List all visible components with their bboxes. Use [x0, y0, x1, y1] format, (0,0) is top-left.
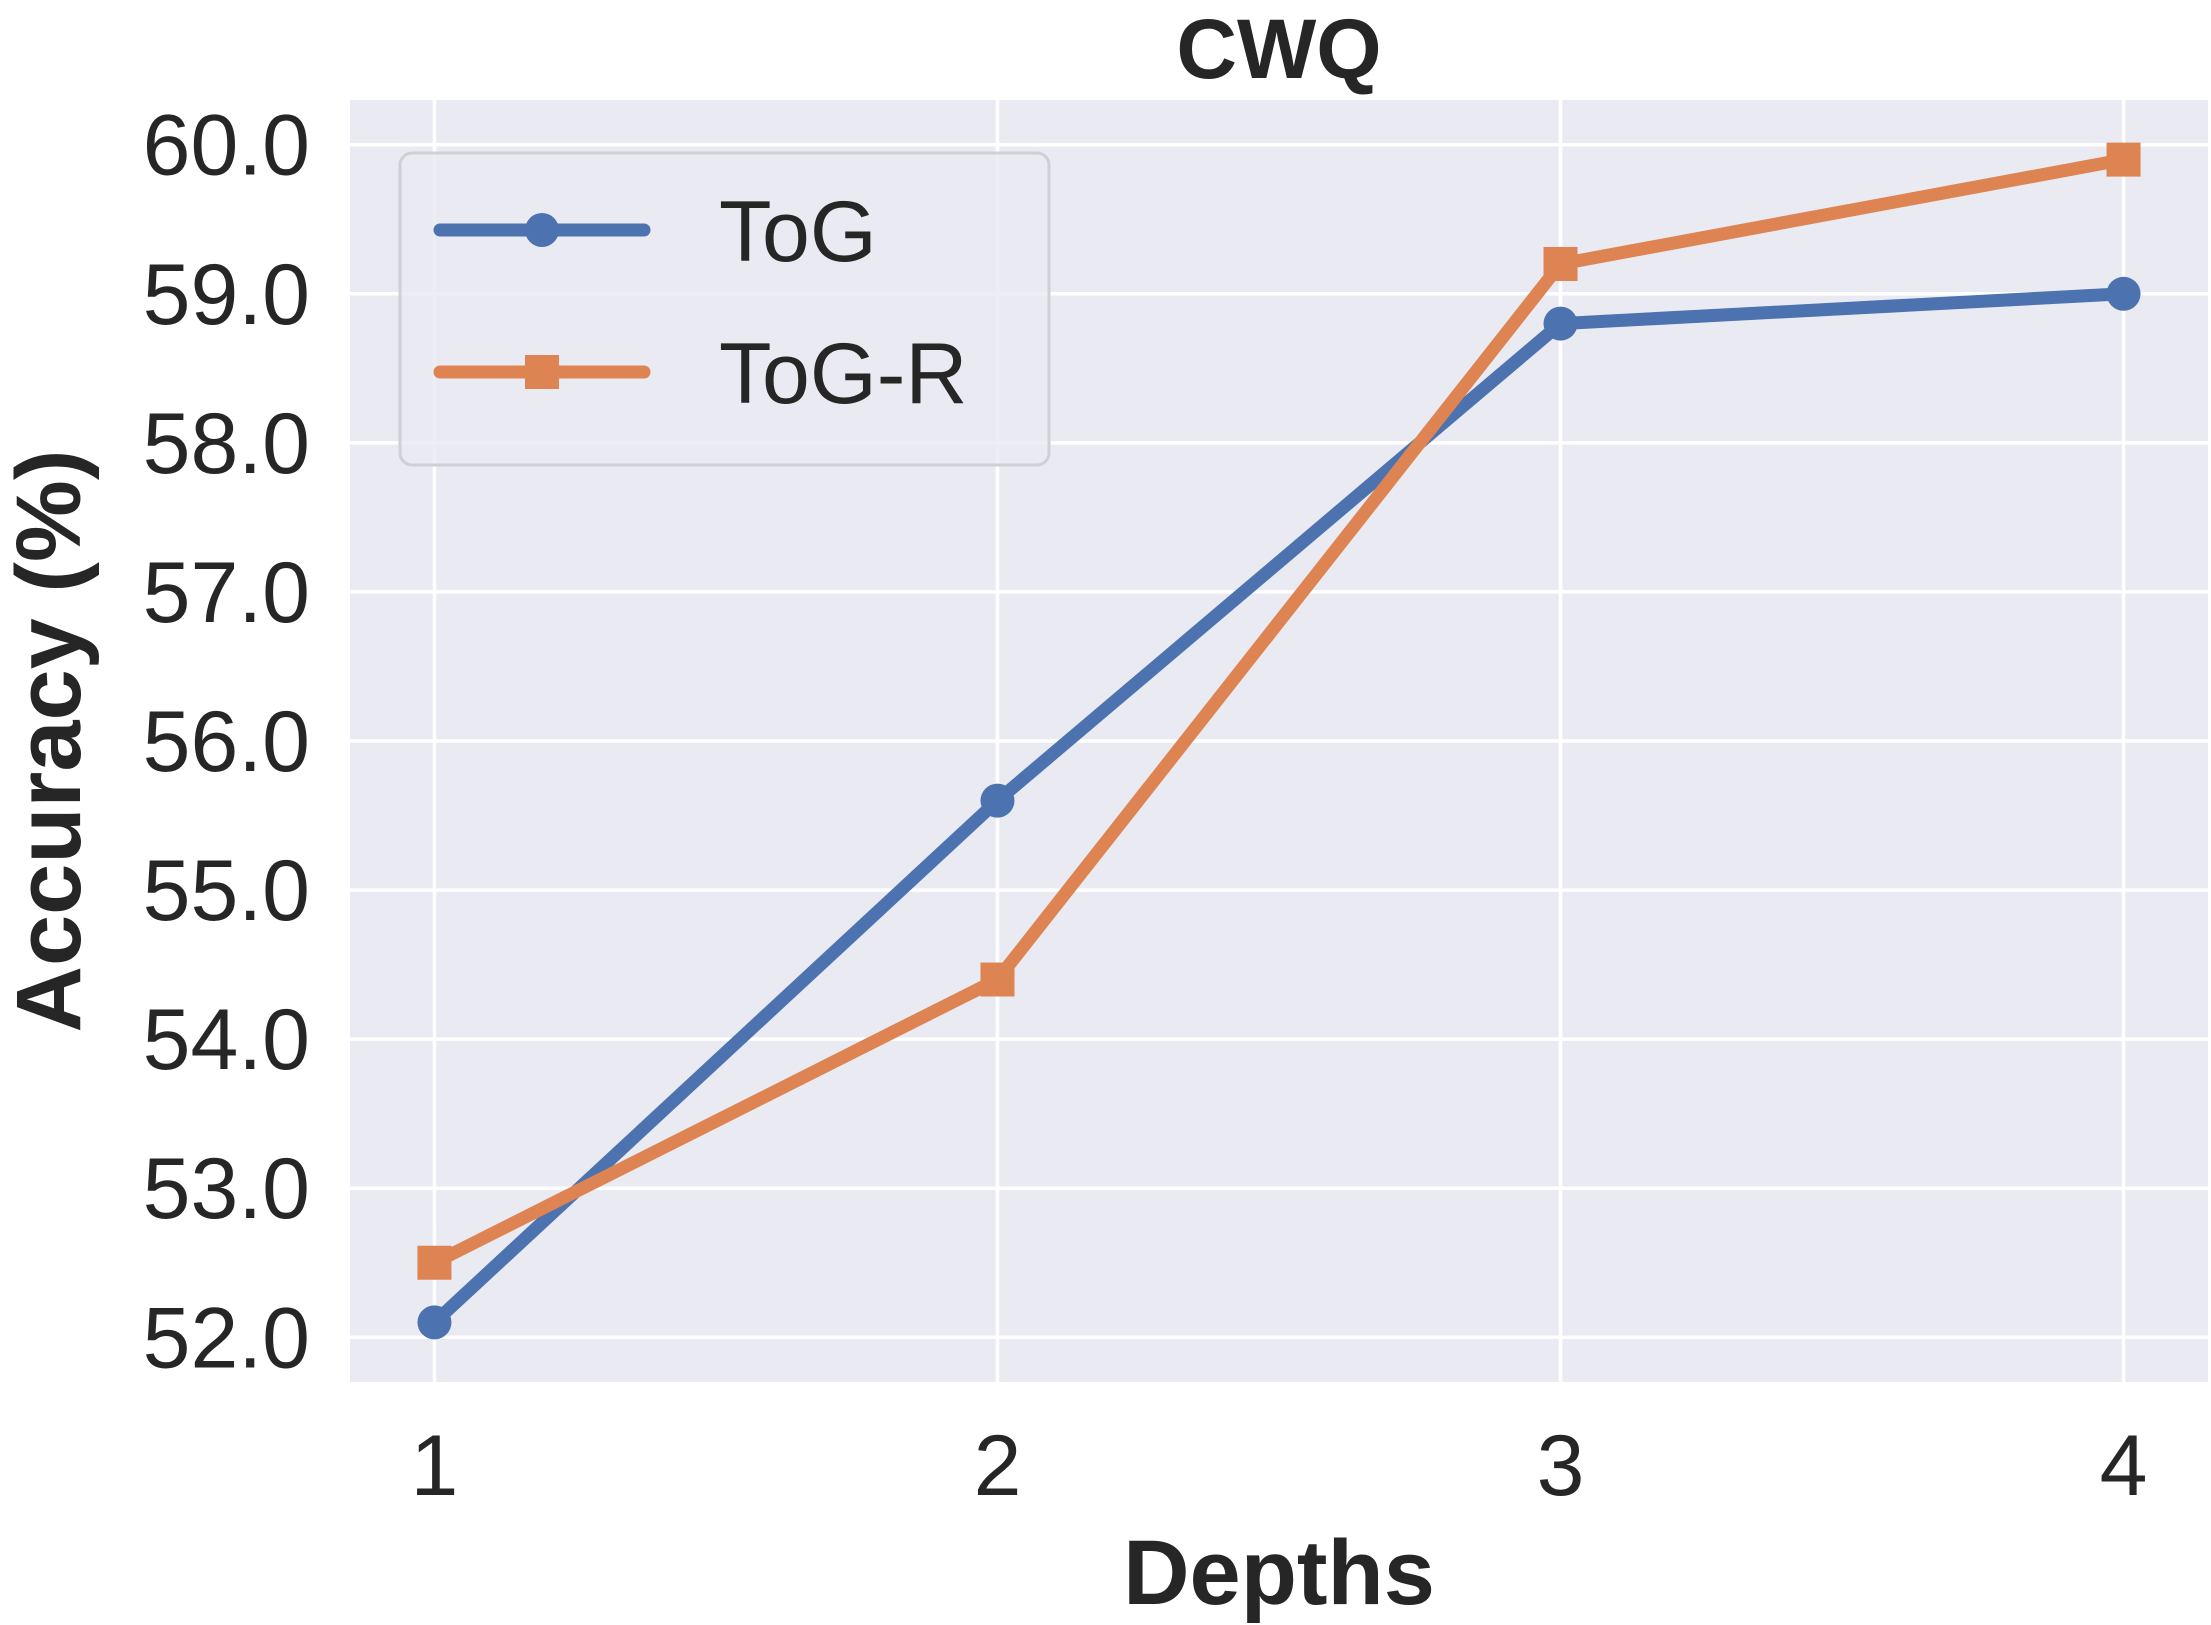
x-tick-label: 2 — [974, 1418, 1022, 1514]
data-point — [980, 962, 1015, 997]
x-tick-label: 4 — [2100, 1418, 2148, 1514]
y-tick-label: 56.0 — [143, 694, 310, 790]
y-axis-label: Accuracy (%) — [0, 450, 100, 1033]
y-tick-label: 52.0 — [143, 1290, 310, 1386]
y-tick-label: 55.0 — [143, 843, 310, 939]
x-tick-labels: 1 2 3 4 — [411, 1418, 2148, 1514]
y-tick-label: 59.0 — [143, 247, 310, 343]
legend: ToG ToG-R — [398, 151, 1051, 467]
data-point — [1543, 306, 1578, 341]
chart-title: CWQ — [1176, 2, 1381, 96]
legend-item: ToG — [433, 184, 877, 280]
data-point — [1543, 246, 1578, 281]
series-line — [427, 287, 2131, 1329]
legend-marker — [525, 355, 559, 389]
x-axis-label: Depths — [1123, 1522, 1435, 1624]
y-tick-label: 57.0 — [143, 545, 310, 641]
y-tick-label: 54.0 — [143, 992, 310, 1088]
legend-items: ToG ToG-R — [433, 184, 967, 422]
legend-label: ToG — [719, 184, 877, 280]
series-tog — [417, 276, 2141, 1340]
y-tick-labels: 52.0 53.0 54.0 55.0 56.0 57.0 58.0 59.0 60.0 — [143, 98, 310, 1387]
x-tick-label: 1 — [411, 1418, 459, 1514]
legend-item: ToG-R — [433, 326, 967, 422]
data-point — [417, 1305, 452, 1340]
x-tick-label: 3 — [1537, 1418, 1585, 1514]
series-line — [427, 153, 2131, 1270]
series-layer — [417, 142, 2141, 1340]
y-tick-label: 60.0 — [143, 98, 310, 194]
series-tog-r — [417, 142, 2141, 1280]
data-point — [417, 1245, 452, 1280]
legend-label: ToG-R — [719, 326, 967, 422]
data-point — [980, 783, 1015, 818]
data-point — [2106, 142, 2141, 177]
y-tick-label: 53.0 — [143, 1141, 310, 1237]
legend-marker — [525, 213, 559, 247]
data-point — [2106, 276, 2141, 311]
y-tick-label: 58.0 — [143, 396, 310, 492]
